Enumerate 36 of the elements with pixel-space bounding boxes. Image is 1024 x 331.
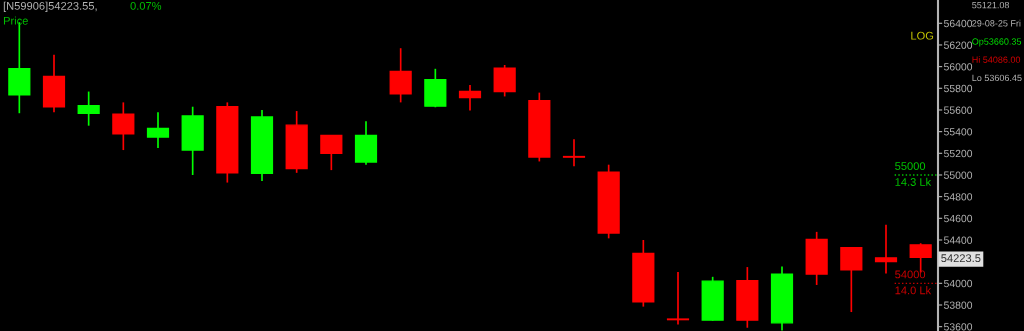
y-tick-label: 55600 [943, 106, 973, 114]
candlestick [458, 84, 482, 112]
y-tick-label: 55800 [943, 84, 973, 93]
candlestick [77, 90, 100, 127]
candlestick [666, 271, 690, 326]
annotation: 54223.5 [941, 254, 981, 263]
candlestick [320, 134, 343, 171]
y-tick-label: 56400 [943, 19, 973, 28]
candlestick [840, 246, 863, 313]
text: Hi 54086.00 [972, 56, 1021, 63]
annotation: 0.07% [130, 1, 162, 10]
y-tick-label: 55200 [943, 149, 973, 158]
candlestick [493, 64, 516, 98]
y-tick-label: 56000 [943, 63, 973, 71]
ref-line-label: 55000 14.3 Lk [895, 162, 932, 186]
y-tick-label: 53800 [943, 301, 973, 309]
candlestick [562, 138, 586, 168]
y-tick-label: 54000 [943, 279, 973, 288]
candlestick [389, 47, 412, 104]
y-tick-label: 54600 [943, 214, 973, 223]
y-tick-label: 55000 [943, 171, 973, 179]
y-tick-label: 55400 [943, 128, 973, 136]
y-tick-label: 56200 [943, 41, 973, 49]
text: 29-08-25 Fri [972, 19, 1021, 27]
candlestick [146, 111, 170, 149]
text: Lo 53606.45 [972, 74, 1022, 82]
text: Price [3, 16, 28, 25]
y-tick-label: 53600 [943, 323, 973, 331]
candlestick [112, 101, 135, 151]
annotation: LOG [911, 31, 934, 40]
y-tick-label: 54800 [943, 193, 973, 201]
ref-line-label: 54000 14.0 Lk [895, 270, 932, 295]
text: 55121.08 [972, 1, 1010, 9]
y-tick-label: 54400 [943, 236, 973, 244]
chart-title: [N59906]54223.55, [3, 1, 97, 13]
text: Op53660.35 [972, 38, 1022, 47]
